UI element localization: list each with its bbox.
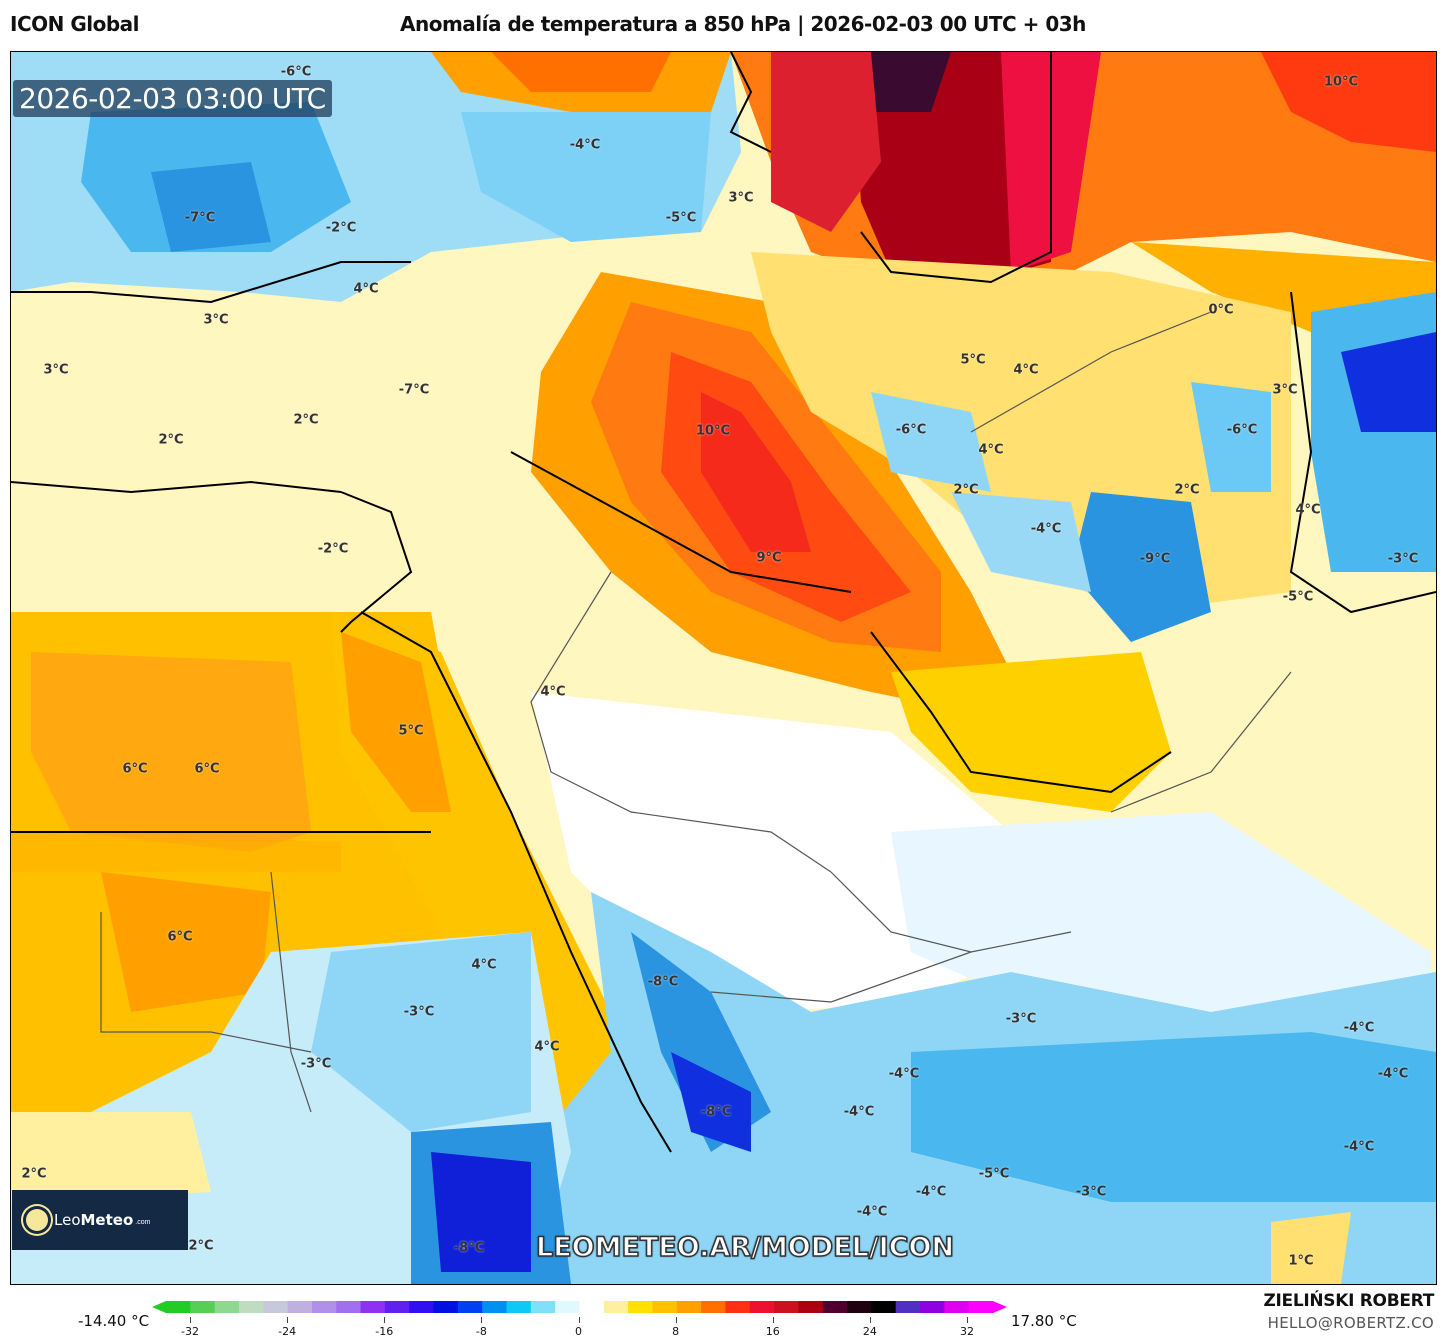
temperature-label: 4°C [1295, 502, 1321, 518]
legend-tick-mark [190, 1317, 191, 1323]
temperature-label: -4°C [1030, 521, 1062, 537]
temperature-label: -5°C [1282, 589, 1314, 605]
legend-tick-label: 8 [672, 1325, 680, 1338]
temperature-label: -2°C [325, 220, 357, 236]
temperature-label: 2°C [188, 1238, 214, 1254]
temperature-label: -6°C [895, 422, 927, 438]
author-email: HELLO@ROBERTZ.CO [1267, 1314, 1434, 1332]
temperature-label: 4°C [1013, 362, 1039, 378]
temperature-label: -6°C [1226, 422, 1258, 438]
temperature-label: 4°C [471, 957, 497, 973]
temperature-label: 5°C [398, 723, 424, 739]
legend-tick-label: -24 [278, 1325, 297, 1338]
temperature-anomaly-map: 2026-02-03 03:00 UTC -6°C -4°C -7°C -2°C 3°C… [10, 51, 1437, 1285]
temperature-label: -8°C [453, 1240, 485, 1256]
legend-tick-mark [967, 1317, 968, 1323]
color-scale-bar [152, 1301, 1007, 1313]
watermark-url: LEOMETEO.AR/MODEL/ICON [535, 1231, 955, 1264]
temperature-label: 4°C [540, 684, 566, 700]
temperature-label: -4°C [843, 1104, 875, 1120]
temperature-label: -8°C [647, 974, 679, 990]
temperature-label: 3°C [1272, 382, 1298, 398]
temperature-label: -7°C [184, 210, 216, 226]
temperature-label: -3°C [403, 1004, 435, 1020]
legend-tick-mark [869, 1317, 871, 1323]
legend-tick-label: -32 [181, 1325, 199, 1338]
temperature-label: 2°C [158, 432, 184, 448]
legend-tick-mark [384, 1317, 386, 1323]
legend-tick-mark [578, 1317, 580, 1323]
temperature-label: -4°C [1377, 1066, 1409, 1082]
valid-time-badge: 2026-02-03 03:00 UTC [13, 80, 332, 117]
legend-tick-label: 24 [862, 1325, 877, 1338]
temperature-label: 4°C [978, 442, 1004, 458]
temperature-label: -4°C [856, 1204, 888, 1220]
logo-text-com: .com [135, 1219, 151, 1226]
author-name: ZIELIŃSKI ROBERT [1263, 1291, 1434, 1311]
temperature-label: 0°C [1208, 302, 1234, 318]
legend-tick-label: 32 [960, 1325, 974, 1338]
temperature-label: -5°C [978, 1166, 1010, 1182]
temperature-label: 9°C [756, 550, 782, 566]
temperature-label: -3°C [1005, 1011, 1037, 1027]
legend-tick-mark [481, 1317, 483, 1323]
legend-tick-label: 0 [575, 1325, 582, 1338]
legend-min-value: -14.40 °C [78, 1312, 150, 1330]
legend-tick-label: -16 [375, 1325, 394, 1338]
temperature-label: 6°C [122, 761, 148, 777]
temperature-label: 3°C [43, 362, 69, 378]
sun-icon [26, 1209, 48, 1231]
temperature-label: 4°C [353, 281, 379, 297]
legend-tick-mark [287, 1317, 289, 1323]
temperature-label: 1°C [1288, 1253, 1314, 1269]
temperature-label: -3°C [1387, 551, 1419, 567]
logo-text-leo: Leo [54, 1211, 81, 1229]
temperature-label: 3°C [203, 312, 229, 328]
temperature-label: 6°C [194, 761, 220, 777]
temperature-label: 5°C [960, 352, 986, 368]
temperature-label: -4°C [915, 1184, 947, 1200]
temperature-label: 3°C [728, 190, 754, 206]
temperature-label: -4°C [1343, 1139, 1375, 1155]
temperature-label: -3°C [1075, 1184, 1107, 1200]
temperature-label: -6°C [280, 64, 312, 80]
temperature-label: 10°C [695, 423, 731, 439]
temperature-label: 6°C [167, 929, 193, 945]
map-title: Anomalía de temperatura a 850 hPa | 2026… [400, 12, 1086, 36]
map-fill [11, 52, 1436, 1284]
temperature-label: 4°C [534, 1039, 560, 1055]
legend-tick-label: -8 [475, 1325, 487, 1338]
temperature-label: 2°C [293, 412, 319, 428]
temperature-label: 2°C [953, 482, 979, 498]
temperature-label: -9°C [1139, 551, 1171, 567]
temperature-label: -8°C [700, 1104, 732, 1120]
temperature-label: -7°C [398, 382, 430, 398]
temperature-label: -3°C [300, 1056, 332, 1072]
temperature-label: -4°C [1343, 1020, 1375, 1036]
temperature-label: -5°C [665, 210, 697, 226]
temperature-label: 2°C [21, 1166, 47, 1182]
leometeo-logo: Leo Meteo .com [12, 1190, 188, 1250]
temperature-label: 2°C [1174, 482, 1200, 498]
legend-max-value: 17.80 °C [1011, 1312, 1077, 1330]
model-name: ICON Global [10, 12, 140, 36]
legend-tick-mark [675, 1317, 677, 1323]
logo-text-meteo: Meteo [80, 1211, 134, 1229]
legend-tick-mark [772, 1317, 774, 1323]
temperature-label: 10°C [1323, 74, 1359, 90]
temperature-label: -4°C [888, 1066, 920, 1082]
legend-tick-label: 16 [765, 1325, 780, 1338]
temperature-label: -4°C [569, 137, 601, 153]
temperature-label: -2°C [317, 541, 349, 557]
